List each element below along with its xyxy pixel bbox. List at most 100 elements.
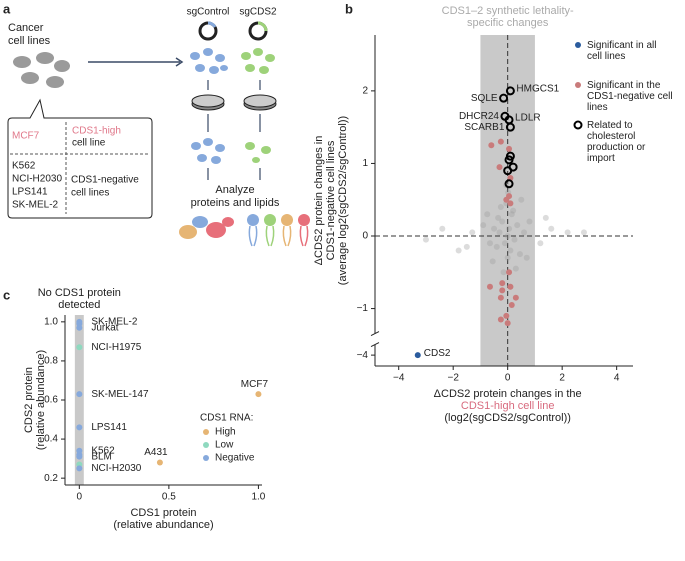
cells-knockout: [241, 48, 275, 163]
point: [504, 233, 511, 240]
point: [480, 222, 487, 229]
point: [521, 229, 528, 236]
point: [507, 200, 514, 207]
legend-marker: [203, 455, 209, 461]
point: [503, 312, 510, 319]
shade-band: [74, 315, 84, 485]
point: [489, 258, 496, 265]
point: [504, 254, 511, 261]
point: [488, 142, 495, 149]
point: [484, 211, 491, 218]
point: [508, 301, 515, 308]
point-label: HMGCS1: [516, 84, 559, 95]
point: [501, 240, 508, 247]
point: [512, 265, 519, 272]
plasmid-guide: [207, 21, 217, 28]
lipids: [247, 214, 310, 247]
y-axis-label: CDS2 protein: [23, 367, 35, 433]
point: [514, 222, 521, 229]
axis-break: [370, 342, 380, 348]
dishes: [191, 94, 277, 111]
cells-control: [190, 48, 228, 164]
point: [76, 424, 83, 431]
point: [414, 352, 421, 359]
point-label: Jurkat: [91, 322, 118, 333]
point-label: LDLR: [515, 113, 541, 124]
point: [512, 294, 519, 301]
x-tick-label: 0: [77, 492, 83, 503]
condition: sgCDS2: [239, 7, 277, 18]
y-axis-label: (relative abundance): [35, 350, 47, 450]
point: [542, 214, 549, 221]
x-tick-label: 0.5: [162, 492, 176, 503]
point: [439, 225, 446, 232]
panel-label: c: [3, 287, 10, 302]
point: [505, 122, 515, 132]
point: [580, 229, 587, 236]
point: [507, 283, 514, 290]
point: [469, 229, 476, 236]
point-label: SK-MEL-2: [91, 316, 138, 327]
y-tick-label: 0.6: [44, 395, 58, 406]
point: [156, 459, 163, 466]
y-tick-label: 1.0: [44, 316, 58, 327]
legend-label: High: [215, 427, 236, 438]
point: [495, 214, 502, 221]
y-tick-label: 0.4: [44, 434, 58, 445]
legend-label: Negative: [215, 453, 255, 464]
negative-line: SK-MEL-2: [12, 200, 59, 211]
point-label: LPS141: [91, 422, 127, 433]
point: [516, 251, 523, 258]
point: [504, 155, 514, 165]
point-label: DHCR24: [459, 111, 499, 122]
point: [526, 218, 533, 225]
point: [537, 240, 544, 247]
high-line: MCF7: [12, 131, 40, 142]
point: [499, 218, 506, 225]
cell-lines-title: Cancer: [8, 22, 44, 34]
point: [76, 453, 83, 460]
point-label: CDS2: [424, 348, 451, 359]
y-tick-label: 2: [362, 86, 368, 97]
negative-label: cell lines: [71, 188, 109, 199]
callout: [7, 98, 153, 219]
point: [422, 236, 429, 243]
legend-marker: [575, 82, 581, 88]
point: [499, 280, 506, 287]
point: [455, 247, 462, 254]
analyze: Analyze: [215, 184, 254, 196]
legend-label: Significant in the CDS1-negative cell line…: [587, 80, 673, 113]
point: [500, 269, 507, 276]
analyze: proteins and lipids: [191, 197, 280, 209]
axis-break: [370, 331, 380, 337]
point: [510, 207, 517, 214]
point: [496, 229, 503, 236]
x-tick-label: −2: [447, 373, 459, 384]
cell-lines-title: cell lines: [8, 35, 51, 47]
point-label: A431: [144, 447, 168, 458]
down-arrows: [207, 80, 261, 180]
high-label: cell line: [72, 138, 106, 149]
point: [497, 203, 504, 210]
x-tick-label: 2: [559, 373, 565, 384]
point: [504, 320, 511, 327]
point: [76, 324, 83, 331]
y-tick-label: −4: [357, 350, 369, 361]
point: [518, 196, 525, 203]
x-axis-label: CDS1 protein: [130, 507, 196, 519]
legend-marker: [203, 442, 209, 448]
legend-marker: [573, 120, 583, 130]
point: [493, 243, 500, 250]
point: [564, 229, 571, 236]
point-label: SCARB1: [464, 122, 504, 133]
y-tick-label: 0.2: [44, 473, 58, 484]
point: [76, 344, 83, 351]
point: [76, 465, 83, 472]
point: [511, 236, 518, 243]
point-label: K562: [91, 445, 115, 456]
point-label: BLM: [91, 451, 112, 462]
plasmid-guide: [257, 21, 268, 32]
y-axis-label: ΔCDS2 protein changes in: [313, 136, 325, 266]
point: [491, 225, 498, 232]
negative-line: NCI-H2030: [12, 174, 62, 185]
